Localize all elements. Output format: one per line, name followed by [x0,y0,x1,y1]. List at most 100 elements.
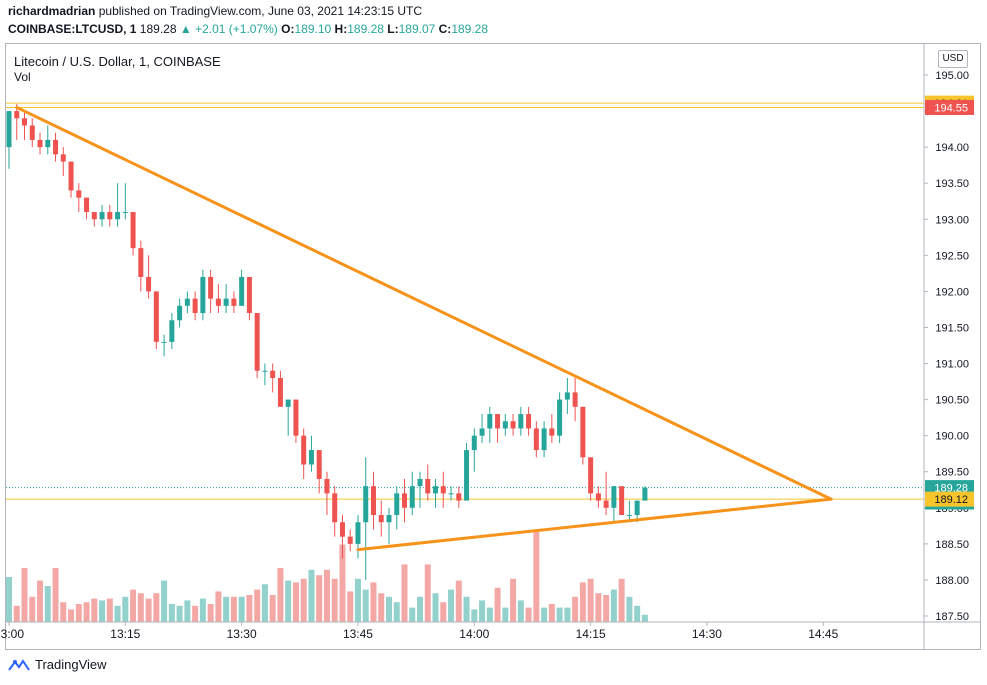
volume-bar [362,589,369,622]
candle-body [386,515,392,523]
candle-body [223,298,229,306]
volume-bar [409,607,416,622]
volume-bar [238,596,245,622]
volume-bar [641,614,648,622]
open-value: 189.10 [294,22,332,36]
volume-bar [455,580,462,622]
volume-bar [432,593,439,622]
volume-bar [502,607,509,622]
currency-button[interactable]: USD [938,50,968,68]
candle-body [177,305,183,321]
volume-bar [517,600,524,622]
tradingview-logo[interactable]: TradingView [8,657,107,672]
candle-body [402,493,408,508]
y-tick-label: 190.00 [935,431,969,443]
volume-bar [541,607,548,622]
y-tick-label: 191.50 [935,322,969,334]
candle-body [626,515,632,517]
volume-bar [137,593,144,622]
candle-body [14,111,20,119]
current-price: 189.28 [139,22,177,36]
volume-bar [176,605,183,622]
candle-body [355,522,361,544]
volume-bar [192,605,199,622]
candle-body [479,428,485,436]
candle-body [161,341,167,343]
candle-body [417,478,423,487]
volume-bar [533,532,540,622]
volume-bar [548,604,555,622]
author-name[interactable]: richardmadrian [8,4,96,18]
symbol-name: COINBASE:LTCUSD, 1 [8,22,137,36]
candle-body [642,487,648,501]
candle-body [409,486,415,508]
volume-legend: Vol [14,70,31,84]
y-tick-label: 189.50 [935,467,969,479]
candle-body [22,118,28,126]
volume-bar [52,568,59,622]
volume-bar [215,591,222,622]
candle-body [580,406,586,458]
candle-body [153,291,159,342]
candle-body [363,486,369,523]
x-tick-label: 13:00 [0,627,24,641]
symbol-info: COINBASE:LTCUSD, 1 189.28 ▲ +2.01 (+1.07… [8,22,488,36]
candle-body [549,428,555,436]
volume-bar [486,607,493,622]
trendline [356,497,833,552]
volume-bar [463,596,470,622]
candle-body [246,276,252,314]
close-label: C: [438,22,452,36]
candle-body [53,139,59,155]
candle-body [510,421,516,429]
x-tick-label: 14:30 [692,627,722,641]
volume-bar [510,578,517,622]
candle-body [107,212,113,220]
price-label: 194.55 [934,102,968,114]
candle-body [208,276,214,299]
candle-body [378,515,384,523]
volume-bar [153,593,160,622]
candle-body [487,414,493,429]
volume-bar [21,568,28,622]
y-tick-label: 188.50 [935,539,969,551]
volume-bar [587,578,594,622]
y-tick-label: 192.00 [935,286,969,298]
candle-body [595,493,601,501]
chart-frame [5,43,981,650]
candle-body [308,450,314,465]
candle-body [115,212,121,220]
candle-body [37,139,43,148]
low-label: L: [387,22,399,36]
candle-body [394,493,400,516]
volume-bar [385,596,392,622]
volume-bar [68,609,75,622]
price-label-box [925,491,974,507]
candle-body [76,190,82,198]
volume-bar [393,602,400,622]
candle-body [339,522,345,537]
volume-bar [401,564,408,622]
volume-bar [610,589,617,622]
volume-bar [13,605,20,622]
volume-bar [292,582,299,622]
volume-bar [91,598,98,622]
x-tick-label: 13:15 [110,627,140,641]
x-tick-label: 13:45 [343,627,373,641]
candle-body [184,298,190,306]
candle-body [440,486,446,494]
candle-body [541,428,547,451]
candle-body [45,139,51,148]
open-label: O: [281,22,295,36]
volume-bar [83,602,90,622]
volume-bar [634,605,641,622]
candle-body [293,399,299,436]
candle-body [277,377,283,407]
candle-body [634,500,640,516]
candle-body [68,161,74,191]
volume-bar [184,600,191,622]
high-label: H: [334,22,348,36]
y-tick-label: 193.00 [935,214,969,226]
candle-body [588,457,594,494]
